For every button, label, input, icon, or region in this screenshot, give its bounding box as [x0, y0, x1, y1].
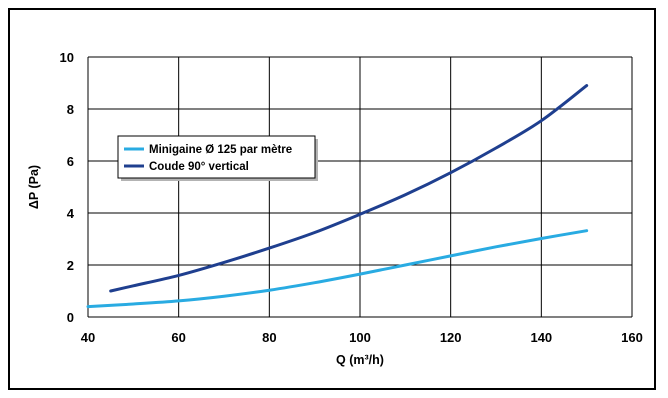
legend-label-2: Coude 90° vertical	[149, 161, 249, 173]
y-tick-label: 4	[67, 206, 75, 221]
y-tick-label: 8	[67, 102, 74, 117]
series-line-1	[86, 229, 589, 309]
y-tick-label: 0	[67, 310, 74, 325]
x-axis-label: Q (m³/h)	[336, 353, 384, 367]
legend-box	[117, 135, 316, 179]
y-axis-label: ΔP (Pa)	[27, 165, 41, 209]
x-tick-label: 40	[81, 330, 95, 345]
chart-frame: 40 60 80 100 120 140 160 0 2 4 6 8 10 Q (m³/h) ΔP (Pa)…	[8, 8, 656, 390]
x-tick-label: 60	[171, 330, 185, 345]
y-tick-label: 6	[67, 154, 74, 169]
series-line-2	[109, 84, 589, 293]
x-tick-label: 160	[621, 330, 643, 345]
x-tick-label: 100	[349, 330, 371, 345]
y-tick-label: 10	[60, 50, 74, 65]
legend-label-1: Minigaine Ø 125 par mètre	[149, 144, 292, 156]
x-tick-label: 140	[530, 330, 552, 345]
x-tick-label: 80	[262, 330, 276, 345]
y-tick-label: 2	[67, 258, 74, 273]
x-tick-label: 120	[440, 330, 462, 345]
chart: 40 60 80 100 120 140 160 0 2 4 6 8 10 Q (m³/h) ΔP (Pa)…	[27, 50, 643, 367]
